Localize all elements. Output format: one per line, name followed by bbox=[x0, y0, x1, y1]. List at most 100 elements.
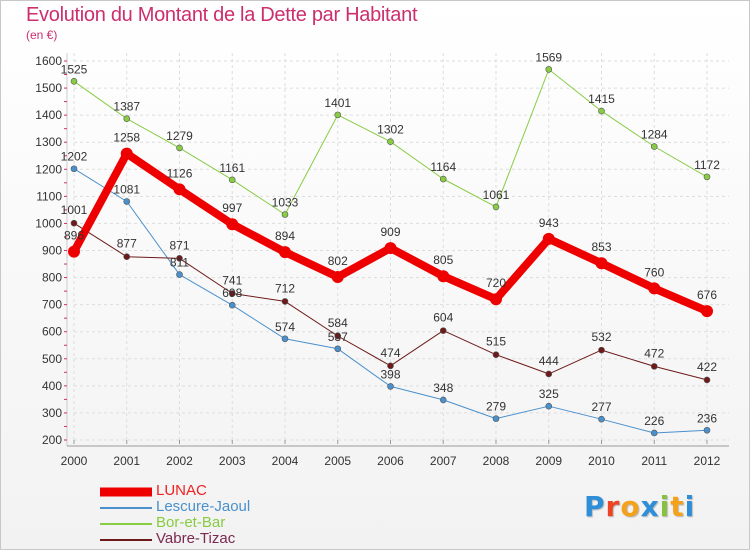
point-Vabre-Tizac bbox=[439, 327, 447, 334]
x-tick-label: 2000 bbox=[61, 454, 88, 468]
data-label-Vabre-Tizac: 515 bbox=[486, 335, 506, 349]
point-Lescure-Jaoul bbox=[545, 402, 553, 410]
y-tick-label: 600 bbox=[42, 325, 62, 339]
data-label-Vabre-Tizac: 474 bbox=[380, 346, 400, 360]
data-label-Lescure-Jaoul: 279 bbox=[486, 400, 506, 414]
x-tick-label: 2004 bbox=[272, 454, 299, 468]
point-LUNAC bbox=[384, 242, 397, 255]
x-tick-label: 2012 bbox=[694, 454, 721, 468]
point-LUNAC bbox=[595, 257, 608, 270]
x-tick-label: 2001 bbox=[113, 454, 140, 468]
y-tick-label: 1300 bbox=[35, 135, 62, 149]
point-Lescure-Jaoul bbox=[650, 429, 658, 437]
y-tick-label: 1600 bbox=[35, 54, 62, 68]
x-tick-label: 2008 bbox=[483, 454, 510, 468]
x-tick-label: 2006 bbox=[377, 454, 404, 468]
data-label-Lescure-Jaoul: 348 bbox=[433, 381, 453, 395]
y-tick-label: 800 bbox=[42, 271, 62, 285]
data-label-Vabre-Tizac: 584 bbox=[328, 316, 348, 330]
logo-letter: x bbox=[640, 490, 660, 523]
data-label-Vabre-Tizac: 712 bbox=[275, 281, 295, 295]
data-label-Lescure-Jaoul: 698 bbox=[222, 286, 242, 300]
point-Bor-et-Bar bbox=[598, 107, 605, 115]
point-Vabre-Tizac bbox=[123, 253, 131, 261]
data-label-Vabre-Tizac: 871 bbox=[169, 238, 189, 252]
logo-letter: t bbox=[670, 490, 685, 523]
y-tick-label: 1200 bbox=[35, 162, 62, 176]
data-label-LUNAC: 894 bbox=[275, 229, 295, 243]
data-label-LUNAC: 943 bbox=[539, 216, 559, 230]
proxiti-logo: Proxiti bbox=[584, 490, 695, 523]
point-Bor-et-Bar bbox=[176, 144, 183, 152]
point-Lescure-Jaoul bbox=[176, 271, 183, 278]
point-Lescure-Jaoul bbox=[123, 198, 131, 205]
legend-label: Vabre-Tizac bbox=[156, 530, 236, 547]
data-label-Lescure-Jaoul: 537 bbox=[328, 330, 348, 344]
point-Vabre-Tizac bbox=[70, 219, 78, 227]
logo-letter: P bbox=[584, 490, 606, 523]
data-label-Bor-et-Bar: 1279 bbox=[166, 129, 193, 143]
data-label-LUNAC: 997 bbox=[222, 201, 242, 215]
point-Lescure-Jaoul bbox=[334, 345, 342, 353]
data-label-Bor-et-Bar: 1302 bbox=[377, 123, 404, 137]
y-tick-label: 500 bbox=[42, 352, 62, 366]
point-Bor-et-Bar bbox=[334, 111, 342, 119]
data-label-LUNAC: 802 bbox=[328, 254, 348, 268]
point-LUNAC bbox=[490, 293, 502, 306]
data-label-Bor-et-Bar: 1164 bbox=[430, 160, 456, 174]
data-label-Bor-et-Bar: 1284 bbox=[641, 128, 668, 142]
x-tick-label: 2010 bbox=[588, 454, 615, 468]
point-Bor-et-Bar bbox=[228, 176, 236, 184]
point-Bor-et-Bar bbox=[387, 138, 394, 145]
data-labels: 1525 1387 1279 1161 1033 1401 1302 1164 1061 1569… bbox=[61, 50, 721, 428]
point-Lescure-Jaoul bbox=[228, 301, 236, 309]
point-Bor-et-Bar bbox=[70, 78, 78, 85]
data-label-Lescure-Jaoul: 574 bbox=[275, 320, 295, 334]
point-Vabre-Tizac bbox=[598, 346, 605, 354]
point-LUNAC bbox=[279, 246, 291, 259]
data-label-Bor-et-Bar: 1033 bbox=[272, 195, 299, 209]
point-Bor-et-Bar bbox=[123, 115, 131, 122]
point-Vabre-Tizac bbox=[545, 370, 553, 378]
point-LUNAC bbox=[120, 147, 133, 160]
point-LUNAC bbox=[226, 218, 239, 231]
data-label-Lescure-Jaoul: 398 bbox=[380, 367, 400, 381]
point-Bor-et-Bar bbox=[650, 143, 658, 150]
point-Vabre-Tizac bbox=[228, 290, 236, 297]
data-label-Bor-et-Bar: 1401 bbox=[324, 96, 351, 110]
point-Bor-et-Bar bbox=[492, 203, 500, 211]
point-Bor-et-Bar bbox=[439, 175, 447, 183]
legend-label: Lescure-Jaoul bbox=[156, 498, 251, 515]
data-label-Bor-et-Bar: 1387 bbox=[113, 100, 140, 114]
logo-letter: o bbox=[620, 490, 641, 523]
point-LUNAC bbox=[701, 305, 713, 318]
point-Bor-et-Bar bbox=[281, 211, 289, 218]
y-tick-label: 300 bbox=[42, 406, 62, 420]
point-Vabre-Tizac bbox=[334, 332, 342, 340]
data-label-LUNAC: 853 bbox=[591, 240, 611, 254]
point-Vabre-Tizac bbox=[492, 351, 500, 359]
data-label-Lescure-Jaoul: 1202 bbox=[61, 150, 88, 164]
logo-letter: i bbox=[684, 490, 696, 523]
legend-swatch bbox=[100, 539, 152, 541]
point-Lescure-Jaoul bbox=[439, 396, 447, 404]
data-label-Vabre-Tizac: 1001 bbox=[61, 203, 88, 217]
legend-swatch bbox=[100, 507, 152, 509]
x-tick-label: 2007 bbox=[430, 454, 457, 468]
data-label-Lescure-Jaoul: 811 bbox=[170, 256, 189, 270]
legend-swatch bbox=[100, 487, 152, 497]
point-Lescure-Jaoul bbox=[703, 426, 711, 434]
data-label-Bor-et-Bar: 1172 bbox=[694, 158, 720, 172]
data-label-LUNAC: 720 bbox=[486, 276, 506, 290]
data-label-LUNAC: 1126 bbox=[167, 166, 193, 180]
point-LUNAC bbox=[437, 270, 450, 283]
y-tick-label: 1400 bbox=[35, 108, 62, 122]
data-label-Lescure-Jaoul: 236 bbox=[697, 411, 717, 425]
point-Vabre-Tizac bbox=[650, 363, 658, 370]
data-label-Lescure-Jaoul: 1081 bbox=[113, 183, 140, 197]
y-tick-label: 200 bbox=[42, 433, 62, 447]
data-label-Lescure-Jaoul: 325 bbox=[539, 387, 559, 401]
x-tick-label: 2003 bbox=[219, 454, 246, 468]
point-Lescure-Jaoul bbox=[598, 415, 605, 423]
legend-label: Bor-et-Bar bbox=[156, 514, 226, 531]
